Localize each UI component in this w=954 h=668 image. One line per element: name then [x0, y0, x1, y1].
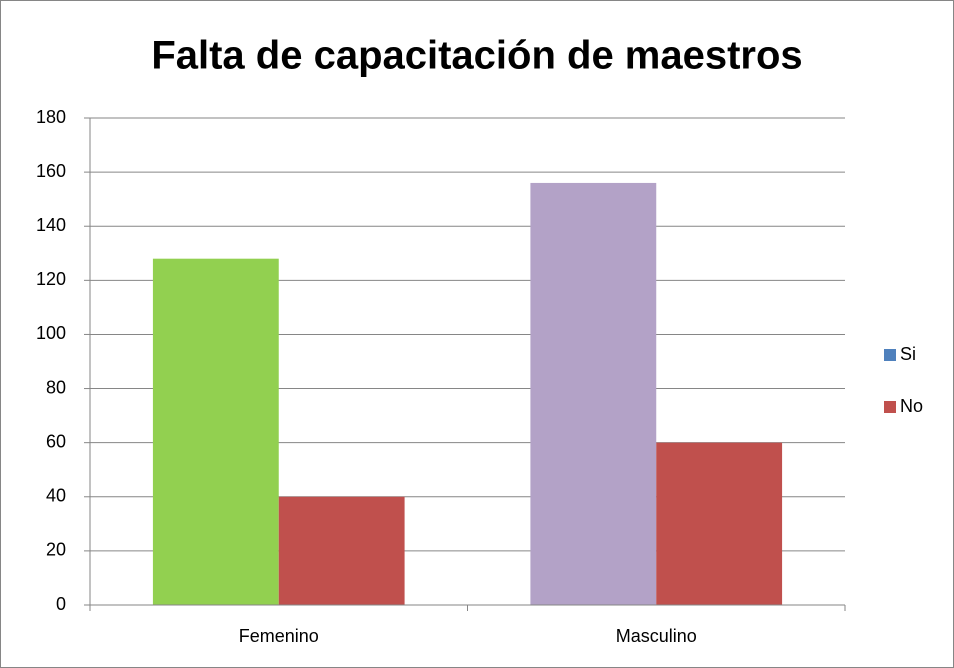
- legend-swatch: [884, 401, 896, 413]
- y-tick-label: 60: [46, 431, 66, 451]
- bar: [278, 496, 405, 605]
- y-tick-label: 180: [36, 107, 66, 127]
- y-tick-label: 120: [36, 269, 66, 289]
- bar: [152, 258, 279, 605]
- y-tick-label: 100: [36, 323, 66, 343]
- y-tick-label: 80: [46, 377, 66, 397]
- x-tick-label: Masculino: [616, 626, 697, 646]
- bar: [530, 182, 657, 605]
- bar: [656, 442, 783, 605]
- x-tick-label: Femenino: [239, 626, 319, 646]
- y-tick-label: 20: [46, 540, 66, 560]
- y-tick-label: 160: [36, 161, 66, 181]
- y-tick-label: 40: [46, 486, 66, 506]
- y-tick-label: 140: [36, 215, 66, 235]
- chart-title: Falta de capacitación de maestros: [151, 34, 802, 78]
- legend-label: Si: [900, 344, 916, 364]
- legend-swatch: [884, 349, 896, 361]
- y-tick-label: 0: [56, 594, 66, 614]
- legend-label: No: [900, 396, 923, 416]
